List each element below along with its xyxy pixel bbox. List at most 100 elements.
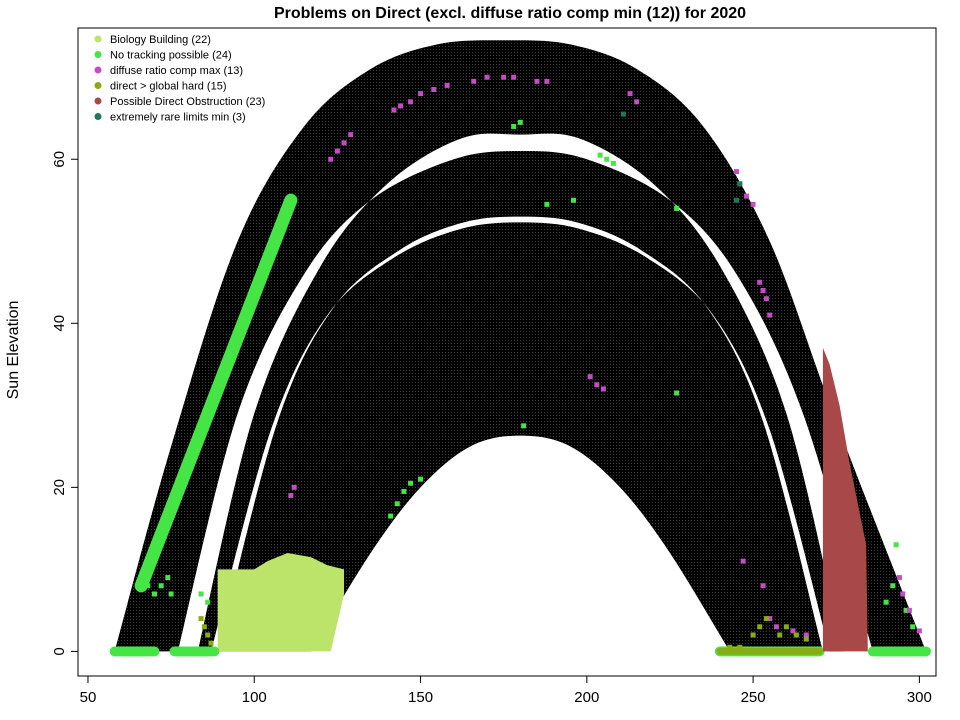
series-4-point bbox=[777, 632, 783, 638]
legend-label: direct > global hard (15) bbox=[110, 81, 226, 93]
series-2-point bbox=[408, 480, 414, 486]
series-3-point bbox=[444, 82, 450, 88]
series-3-point bbox=[288, 493, 294, 499]
legend-label: extremely rare limits min (3) bbox=[110, 112, 246, 124]
series-4-point bbox=[205, 632, 211, 638]
y-tick-label: 0 bbox=[51, 647, 68, 655]
series-4 bbox=[198, 616, 823, 655]
series-3-point bbox=[391, 107, 397, 113]
series-3-point bbox=[594, 382, 600, 388]
series-2-point bbox=[158, 583, 164, 589]
series-2-point bbox=[597, 152, 603, 158]
series-3-point bbox=[431, 87, 437, 93]
series-3-point bbox=[763, 296, 769, 302]
series-2-point bbox=[674, 390, 680, 396]
series-2-point bbox=[910, 624, 916, 630]
series-4-point bbox=[198, 616, 204, 622]
series-2-point bbox=[610, 160, 616, 166]
y-tick-label: 60 bbox=[51, 151, 68, 168]
series-2-point bbox=[168, 591, 174, 597]
series-3-point bbox=[587, 374, 593, 380]
y-tick-label: 40 bbox=[51, 315, 68, 332]
series-2-point bbox=[145, 583, 151, 589]
series-2-point bbox=[883, 599, 889, 605]
series-3-point bbox=[501, 74, 507, 80]
legend-label: No tracking possible (24) bbox=[110, 50, 232, 62]
legend-marker bbox=[94, 82, 102, 89]
series-2-point bbox=[544, 201, 550, 207]
series-2-point bbox=[198, 591, 204, 597]
x-axis: 50 100 150 200 250 300 bbox=[80, 675, 932, 706]
legend: Biology Building (22) No tracking possibl… bbox=[94, 34, 265, 124]
legend-marker bbox=[94, 97, 102, 105]
series-3-point bbox=[627, 91, 633, 97]
series-3-point bbox=[291, 484, 297, 490]
y-axis: 0 20 40 60 bbox=[51, 151, 79, 656]
sun-path-region bbox=[114, 40, 927, 652]
series-3-point bbox=[790, 628, 796, 634]
series-2-point bbox=[165, 575, 171, 581]
series-3-point bbox=[767, 616, 773, 622]
series-4-point bbox=[737, 644, 743, 650]
series-3-point bbox=[757, 279, 763, 285]
series-3-point bbox=[534, 78, 540, 84]
series-4-point bbox=[793, 632, 799, 638]
series-4-point bbox=[727, 644, 733, 650]
series-6-point bbox=[733, 197, 739, 203]
series-4-point bbox=[201, 624, 207, 630]
series-1-region-1 bbox=[217, 552, 345, 652]
series-3-point bbox=[408, 99, 414, 105]
series-2-point bbox=[388, 513, 394, 519]
series-2-point bbox=[903, 607, 909, 613]
series-2-point bbox=[674, 205, 680, 211]
series-2-point bbox=[401, 488, 407, 494]
legend-label: Biology Building (22) bbox=[110, 34, 211, 46]
series-4-point bbox=[208, 640, 214, 646]
series-4-point bbox=[763, 616, 769, 622]
series-4-point bbox=[803, 636, 809, 642]
series-4-point bbox=[750, 632, 756, 638]
series-2-point bbox=[571, 197, 577, 203]
y-tick-label: 20 bbox=[51, 479, 68, 496]
series-2-point bbox=[151, 591, 157, 597]
x-tick-label: 150 bbox=[408, 689, 433, 706]
x-tick-label: 300 bbox=[907, 689, 932, 706]
series-3-point bbox=[750, 201, 756, 207]
series-5 bbox=[822, 347, 868, 652]
series-3-point bbox=[803, 632, 809, 638]
series-6-point bbox=[620, 111, 626, 117]
legend-label: diffuse ratio comp max (13) bbox=[110, 65, 243, 77]
series-2-point bbox=[893, 542, 899, 548]
legend-marker bbox=[94, 66, 102, 74]
series-5-region-1 bbox=[822, 347, 868, 652]
series-3-point bbox=[916, 628, 922, 634]
series-2-point bbox=[418, 476, 424, 482]
x-tick-label: 200 bbox=[574, 689, 599, 706]
series-3-point bbox=[896, 575, 902, 581]
series-2 bbox=[109, 119, 931, 657]
series-3-point bbox=[471, 78, 477, 84]
legend-marker bbox=[94, 51, 102, 58]
series-3-point bbox=[328, 156, 334, 162]
series-3-point bbox=[760, 583, 766, 589]
series-2-point bbox=[394, 501, 400, 507]
series-3-point bbox=[600, 386, 606, 392]
series-2-point bbox=[511, 123, 517, 129]
series-2-point bbox=[604, 156, 610, 162]
series-3-point bbox=[484, 74, 490, 80]
legend-marker bbox=[94, 35, 102, 43]
series-3-point bbox=[348, 132, 354, 138]
series-2-point bbox=[890, 583, 896, 589]
series-3-point bbox=[733, 169, 739, 175]
series-3-point bbox=[767, 312, 773, 318]
series-layer bbox=[109, 74, 931, 657]
legend-label: Possible Direct Obstruction (23) bbox=[110, 96, 265, 108]
x-tick-label: 250 bbox=[741, 689, 766, 706]
series-2-point bbox=[521, 423, 527, 429]
series-3-point bbox=[773, 624, 779, 630]
y-axis-label: Sun Elevation bbox=[5, 301, 22, 400]
series-3-point bbox=[634, 99, 640, 105]
series-3-point bbox=[341, 140, 347, 146]
series-3-point bbox=[511, 74, 517, 80]
